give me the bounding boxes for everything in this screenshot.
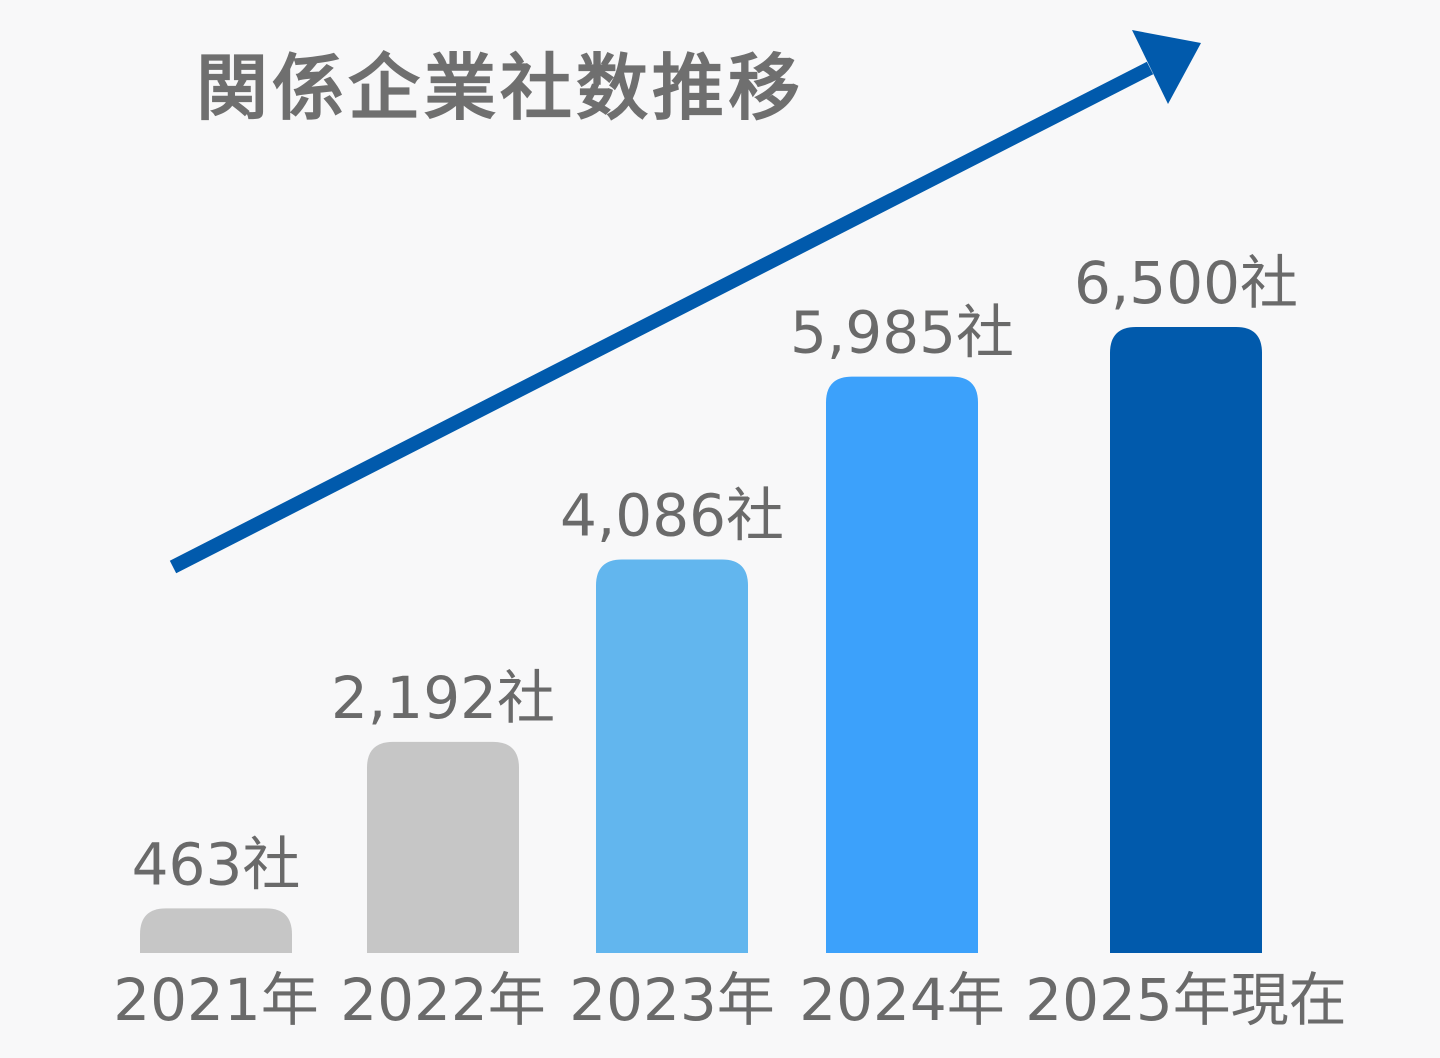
bar-value-label-1: 2,192社 bbox=[331, 664, 555, 732]
category-label-1: 2022年 bbox=[340, 966, 546, 1034]
trend-arrow-line bbox=[169, 61, 1154, 574]
trend-arrow-head bbox=[1132, 30, 1201, 104]
bar-value-label-2: 4,086社 bbox=[560, 481, 784, 549]
bar-2 bbox=[596, 559, 748, 953]
bar-value-label-3: 5,985社 bbox=[790, 299, 1014, 367]
category-label-2: 2023年 bbox=[569, 966, 775, 1034]
bar-value-label-4: 6,500社 bbox=[1074, 249, 1298, 317]
bar-1 bbox=[367, 741, 519, 953]
chart-title: 関係企業社数推移 bbox=[196, 46, 805, 130]
category-label-0: 2021年 bbox=[113, 966, 319, 1034]
category-label-3: 2024年 bbox=[799, 966, 1005, 1034]
bar-value-label-0: 463社 bbox=[132, 830, 301, 898]
bar-3 bbox=[826, 376, 978, 953]
bar-4 bbox=[1110, 327, 1262, 953]
bar-0 bbox=[140, 908, 292, 953]
category-label-4: 2025年現在 bbox=[1025, 966, 1347, 1034]
